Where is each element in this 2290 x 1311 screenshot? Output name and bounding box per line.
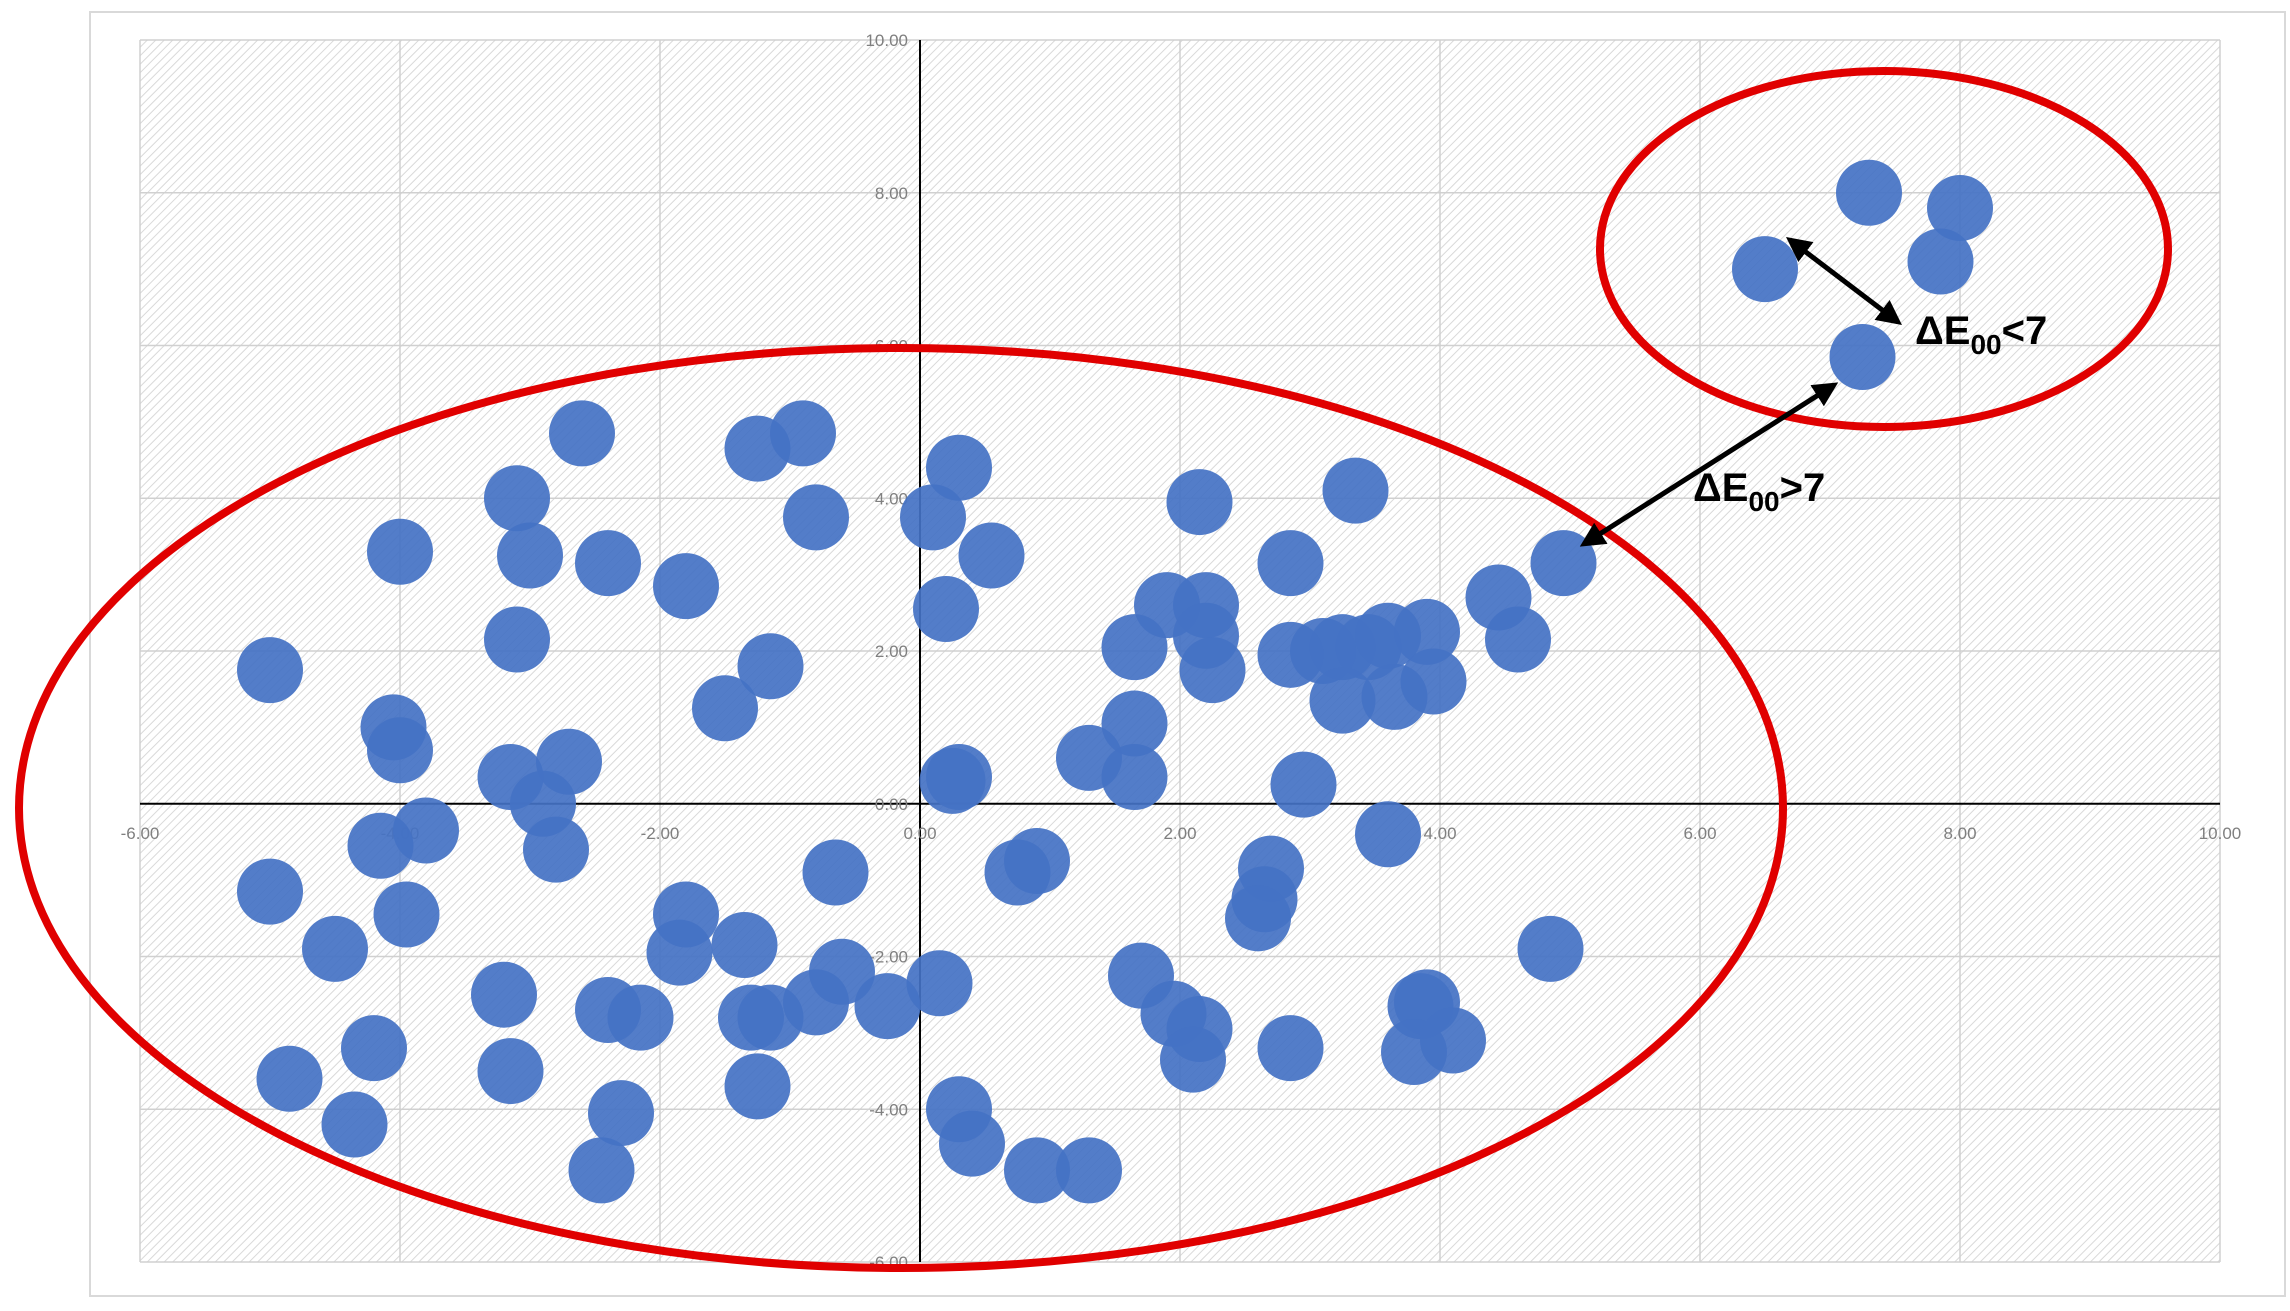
data-point: [900, 484, 966, 551]
arrow-between-clusters: [1579, 382, 1839, 547]
data-point: [477, 1038, 544, 1105]
y-tick-label: 10.00: [865, 31, 908, 50]
data-point: [1829, 323, 1896, 390]
data-point: [958, 522, 1025, 589]
data-point: [484, 465, 550, 532]
x-tick-label: 10.00: [2199, 824, 2242, 843]
data-point: [373, 881, 440, 948]
data-point: [1166, 469, 1233, 536]
data-point: [367, 518, 433, 585]
annotation-within-cluster: ΔE00<7: [1915, 309, 2047, 360]
data-point: [1420, 1007, 1486, 1074]
data-point: [1732, 236, 1798, 303]
data-point: [692, 675, 758, 742]
data-point: [341, 1015, 407, 1082]
data-point: [653, 553, 719, 620]
data-point: [939, 1110, 1005, 1177]
x-tick-label: 2.00: [1163, 824, 1196, 843]
data-point: [783, 484, 849, 551]
data-point: [802, 839, 869, 906]
x-tick-label: -2.00: [641, 824, 680, 843]
data-point: [588, 1080, 654, 1147]
data-point: [1056, 1137, 1122, 1204]
data-point: [321, 1091, 388, 1158]
data-point: [711, 912, 778, 979]
data-point: [256, 1045, 323, 1112]
data-point: [1485, 606, 1551, 673]
y-tick-label: 2.00: [875, 642, 908, 661]
data-point: [1225, 885, 1291, 952]
cluster-ellipse-main: [15, 344, 1787, 1272]
data-point: [1355, 602, 1421, 669]
y-tick-label: 0.00: [875, 795, 908, 814]
data-point: [1907, 228, 1974, 295]
data-point: [854, 973, 921, 1040]
data-point: [575, 530, 641, 597]
y-tick-label: -2.00: [869, 948, 908, 967]
x-tick-label: 6.00: [1683, 824, 1716, 843]
data-point: [523, 816, 589, 883]
y-tick-label: -4.00: [869, 1100, 908, 1119]
data-point: [1400, 648, 1467, 715]
data-point: [302, 915, 368, 982]
data-point: [1836, 159, 1902, 226]
data-point: [549, 400, 615, 467]
x-tick-label: 8.00: [1943, 824, 1976, 843]
data-point: [1173, 602, 1239, 669]
data-point: [367, 717, 433, 784]
data-point: [393, 797, 459, 864]
data-point: [913, 575, 979, 642]
x-tick-label: -6.00: [121, 824, 160, 843]
x-tick-label: 4.00: [1423, 824, 1456, 843]
data-point: [1004, 1137, 1070, 1204]
data-point: [1355, 801, 1421, 868]
data-point: [1257, 621, 1324, 688]
data-point: [724, 1053, 791, 1120]
data-point: [568, 1137, 635, 1204]
data-point: [1322, 457, 1389, 524]
data-point: [1101, 744, 1168, 811]
x-tick-label: 0.00: [903, 824, 936, 843]
data-point: [1927, 175, 1993, 242]
data-point: [1101, 690, 1168, 757]
axes: [140, 40, 2220, 1262]
data-point: [919, 747, 986, 814]
data-point: [484, 606, 550, 673]
data-point: [237, 637, 303, 704]
data-point: [1270, 751, 1337, 818]
data-points: [237, 159, 1993, 1204]
arrow-within-cluster: [1786, 236, 1902, 326]
data-point: [237, 858, 303, 925]
data-point: [1101, 614, 1168, 681]
cluster-ellipse-top-right: [1596, 67, 2172, 431]
data-point: [737, 633, 804, 700]
data-point: [1309, 667, 1376, 734]
data-point: [607, 984, 674, 1051]
data-point: [1517, 915, 1584, 982]
data-point: [497, 522, 563, 589]
data-point: [1257, 530, 1324, 597]
data-point: [646, 919, 713, 986]
annotation-between-clusters: ΔE00>7: [1693, 466, 1825, 517]
data-point: [906, 950, 973, 1017]
y-tick-label: 4.00: [875, 489, 908, 508]
data-point: [471, 961, 537, 1028]
y-tick-label: 8.00: [875, 184, 908, 203]
data-point: [783, 969, 849, 1036]
data-point: [1004, 828, 1070, 895]
data-point: [926, 434, 992, 501]
data-point: [1160, 1026, 1226, 1093]
data-point: [1257, 1015, 1324, 1082]
data-point: [770, 400, 836, 467]
